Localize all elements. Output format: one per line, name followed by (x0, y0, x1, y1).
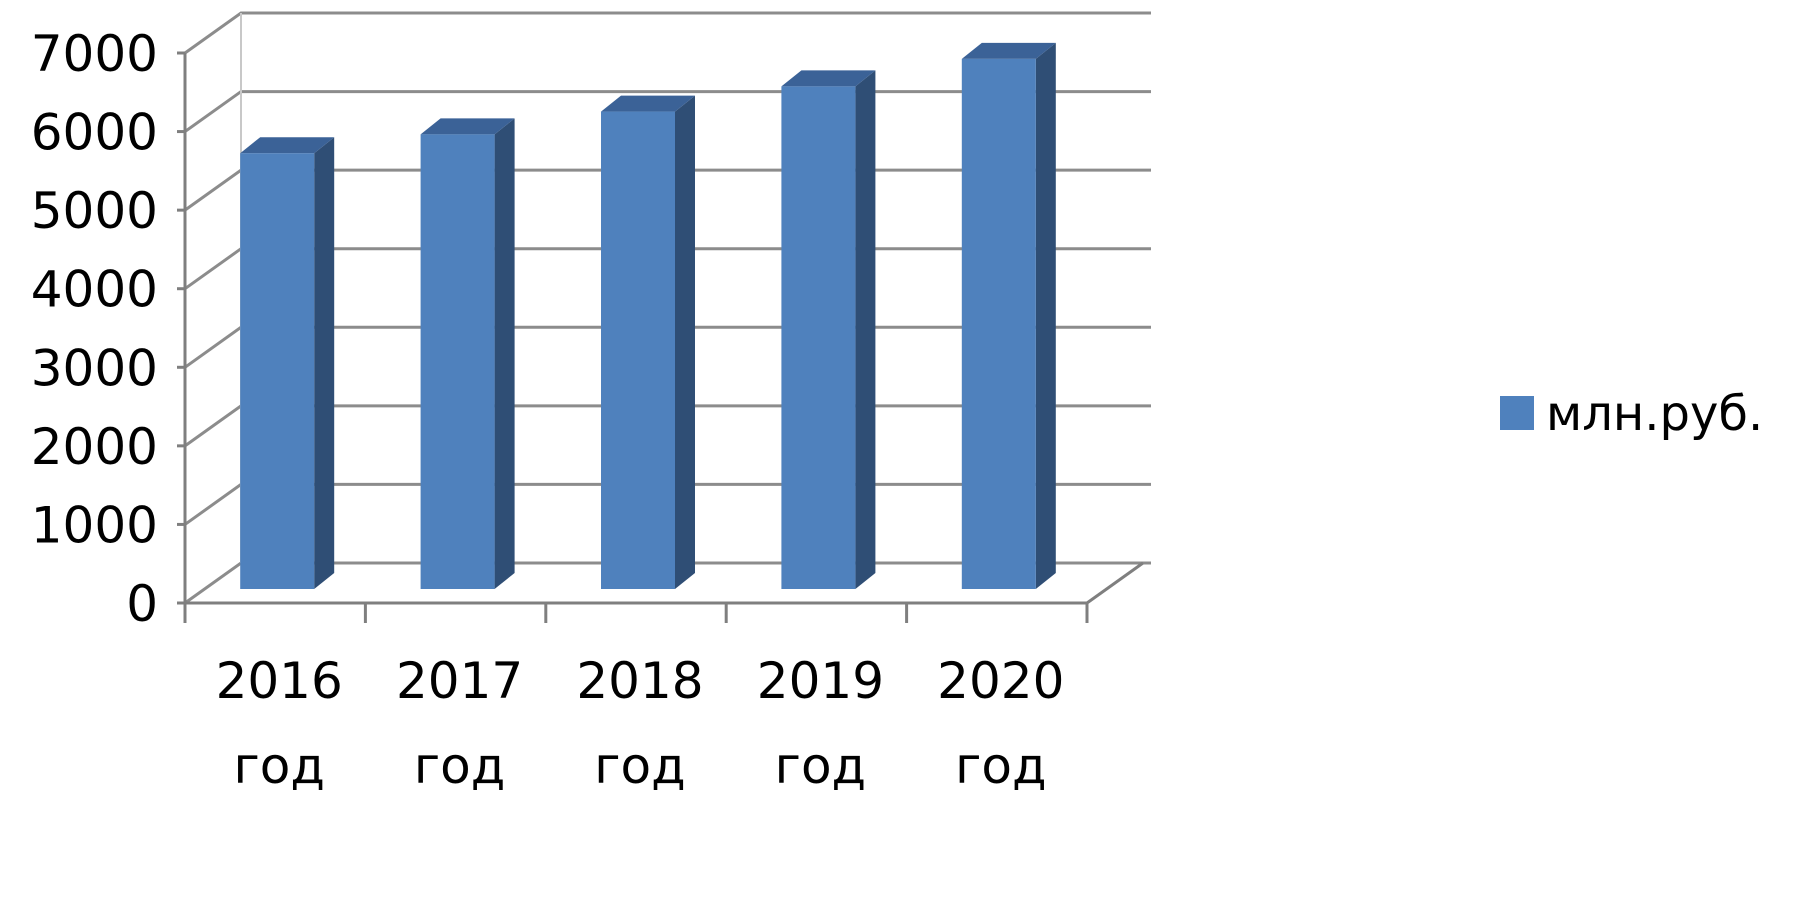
bar (961, 42, 1056, 589)
bar-top-face (781, 70, 876, 87)
x-tick-label: 2017 (396, 652, 523, 710)
axis-layer (177, 51, 1144, 623)
bar-top-face (961, 42, 1056, 59)
y-tick-label: 3000 (31, 339, 158, 397)
x-tick-label: год (955, 737, 1046, 795)
y-tick-label: 5000 (31, 182, 158, 240)
legend-swatch (1500, 396, 1534, 430)
x-tick-label: 2019 (757, 652, 884, 710)
bar (420, 118, 515, 589)
bar (781, 70, 876, 589)
bar-side-face (1035, 42, 1056, 589)
bar-side-face (314, 137, 335, 589)
bar-side-face (494, 118, 515, 589)
x-axis-tick-labels: 2016 год 2017 год 2018 год 2019 год 2020 год (216, 652, 1065, 795)
bar-front-face (240, 153, 315, 589)
bar-top-face (420, 118, 515, 135)
y-tick-label: 6000 (31, 104, 158, 162)
x-tick-label: год (594, 737, 685, 795)
bar-front-face (420, 134, 495, 589)
bar (240, 137, 335, 589)
bar-top-face (601, 95, 695, 112)
bar-front-face (961, 58, 1036, 589)
bar-top-face (240, 137, 335, 154)
y-tick-label: 4000 (31, 261, 158, 319)
x-tick-label: 2020 (937, 652, 1064, 710)
y-tick-label: 2000 (31, 418, 158, 476)
legend: млн.руб. (1500, 386, 1763, 442)
x-tick-label: 2016 (216, 652, 343, 710)
bars-layer (240, 42, 1056, 590)
x-tick-label: год (233, 737, 324, 795)
floor-right-edge (1086, 561, 1144, 605)
bar (601, 95, 695, 590)
bar-side-face (855, 70, 876, 589)
y-tick-label: 0 (126, 575, 158, 633)
x-tick-label: год (775, 737, 866, 795)
y-tick-label: 7000 (31, 25, 158, 83)
x-tick-label: год (414, 737, 505, 795)
x-tick-label: 2018 (576, 652, 703, 710)
y-tick-label: 1000 (31, 496, 158, 554)
legend-label: млн.руб. (1546, 386, 1763, 442)
bar-front-face (781, 86, 856, 589)
y-axis-tick-labels: 0 1000 2000 3000 4000 5000 6000 7000 (31, 25, 158, 633)
bar-side-face (675, 95, 695, 590)
bar-front-face (601, 111, 675, 590)
